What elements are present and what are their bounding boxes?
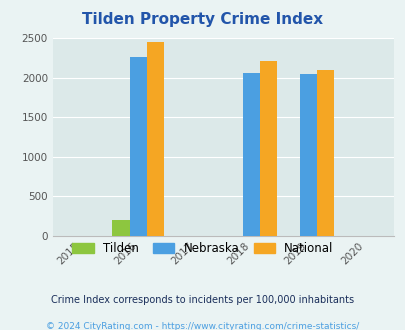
Bar xyxy=(260,61,277,236)
Bar xyxy=(112,220,129,236)
Bar xyxy=(299,74,316,236)
Bar xyxy=(146,42,163,236)
Text: © 2024 CityRating.com - https://www.cityrating.com/crime-statistics/: © 2024 CityRating.com - https://www.city… xyxy=(46,322,359,330)
Legend: Tilden, Nebraska, National: Tilden, Nebraska, National xyxy=(67,237,338,260)
Text: Tilden Property Crime Index: Tilden Property Crime Index xyxy=(82,12,323,26)
Bar xyxy=(129,57,146,236)
Bar xyxy=(316,70,333,236)
Bar xyxy=(243,73,260,236)
Text: Crime Index corresponds to incidents per 100,000 inhabitants: Crime Index corresponds to incidents per… xyxy=(51,295,354,305)
